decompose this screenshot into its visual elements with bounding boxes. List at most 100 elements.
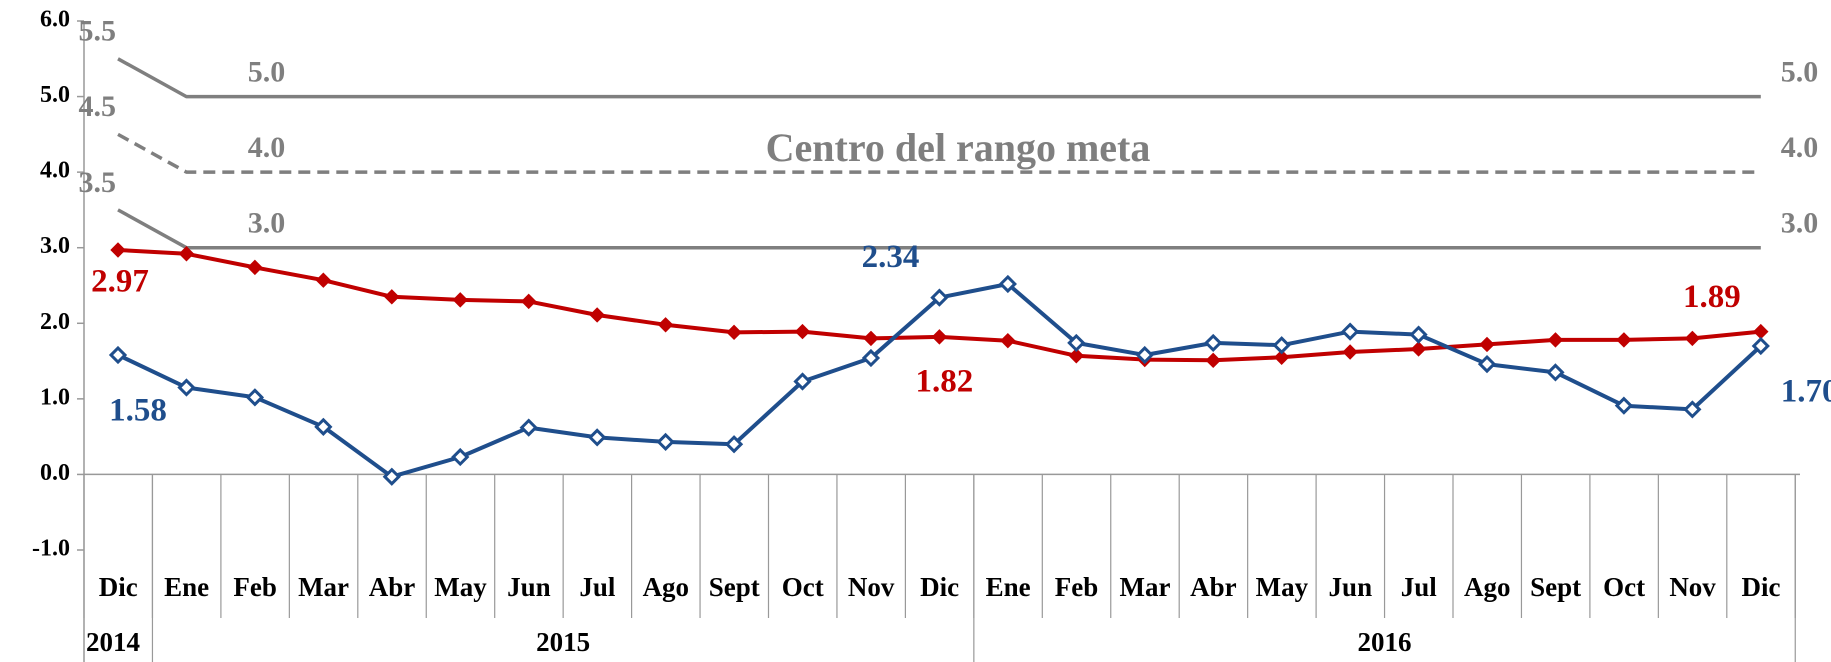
point-marker [178, 246, 195, 262]
x-tick-label: Feb [1055, 572, 1099, 602]
x-tick-label: Jul [579, 572, 616, 602]
point-marker [1342, 344, 1358, 360]
point-marker [1340, 322, 1360, 341]
series-line [117, 208, 1761, 250]
x-tick-label: Oct [782, 572, 824, 602]
x-tick-label: Nov [1669, 572, 1716, 602]
x-tick-label: Ene [164, 572, 209, 602]
group-label: 2014 [86, 627, 140, 657]
y-tick-label: 0.0 [40, 460, 70, 486]
data-label: 5.5 [79, 15, 117, 48]
x-tick-label: Ene [986, 572, 1031, 602]
x-tick-label: Ago [1464, 572, 1511, 602]
point-marker [657, 317, 674, 333]
point-marker [382, 467, 401, 486]
point-marker [247, 259, 263, 276]
point-marker [930, 288, 949, 307]
annotation: Centro del rango meta [766, 125, 1151, 170]
x-tick-label: Dic [920, 572, 959, 602]
y-tick-label: -1.0 [32, 536, 70, 562]
point-marker [1751, 336, 1770, 356]
point-marker [863, 330, 879, 347]
data-label: 1.58 [109, 393, 167, 429]
x-tick-label: Mar [298, 572, 349, 602]
group-label: 2015 [536, 627, 590, 657]
point-marker [1753, 323, 1769, 340]
point-marker [1546, 363, 1565, 382]
point-marker [177, 378, 196, 397]
data-label: 3.5 [79, 166, 117, 199]
point-marker [931, 329, 948, 345]
x-tick-label: Ago [643, 572, 690, 602]
point-marker [384, 289, 400, 305]
point-marker [1272, 336, 1291, 355]
x-tick-label: Jun [507, 572, 551, 602]
series-line [117, 57, 1761, 99]
point-marker [1614, 396, 1634, 415]
x-tick-label: Mar [1119, 572, 1170, 602]
x-tick-label: Feb [233, 572, 277, 602]
point-marker [726, 324, 742, 341]
x-tick-label: Jun [1329, 572, 1373, 602]
point-marker [1547, 332, 1564, 348]
point-marker [1477, 354, 1497, 374]
data-label: 1.70 [1781, 374, 1831, 410]
x-tick-label: Nov [848, 572, 895, 602]
point-marker [108, 345, 128, 365]
point-marker [1068, 348, 1085, 364]
point-marker [520, 293, 537, 310]
point-marker [452, 292, 468, 308]
x-tick-label: Dic [1742, 572, 1781, 602]
point-marker [794, 323, 811, 340]
series-line [117, 132, 1761, 174]
point-marker [1204, 333, 1223, 353]
point-marker [1683, 400, 1702, 419]
x-tick-label: Sept [709, 572, 760, 602]
x-tick-label: Oct [1603, 572, 1645, 602]
point-marker [793, 372, 812, 391]
x-tick-label: May [1256, 572, 1309, 602]
data-label: 4.0 [1781, 131, 1819, 164]
point-marker [1410, 341, 1427, 357]
data-label: 4.5 [79, 90, 117, 123]
data-label: 5.0 [248, 55, 286, 88]
point-marker [861, 348, 881, 368]
point-marker [589, 307, 605, 323]
data-label: 5.0 [1781, 55, 1819, 88]
data-label: 3.0 [1781, 207, 1819, 240]
y-tick-label: 3.0 [40, 233, 70, 259]
point-marker [724, 435, 744, 454]
y-tick-label: 1.0 [40, 384, 70, 410]
point-marker [1479, 336, 1495, 353]
x-tick-label: Abr [1190, 572, 1237, 602]
x-tick-label: Abr [369, 572, 416, 602]
point-marker [998, 274, 1017, 294]
x-tick-label: Jul [1401, 572, 1438, 602]
point-marker [314, 417, 333, 436]
point-marker [1135, 345, 1154, 365]
point-marker [588, 428, 607, 447]
point-marker [1273, 349, 1290, 366]
x-tick-label: Sept [1530, 572, 1581, 602]
data-label: 2.97 [91, 264, 149, 300]
point-marker [1616, 332, 1632, 348]
point-marker [1000, 332, 1016, 349]
point-marker [1409, 325, 1428, 344]
point-marker [315, 272, 332, 288]
y-tick-label: 4.0 [40, 158, 70, 184]
data-label: 1.89 [1683, 279, 1741, 315]
data-label: 4.0 [248, 131, 286, 164]
y-tick-label: 6.0 [40, 7, 70, 33]
point-marker [656, 432, 675, 452]
x-tick-label: Dic [99, 572, 138, 602]
x-tick-label: May [434, 572, 487, 602]
point-marker [1684, 330, 1701, 347]
point-marker [110, 242, 126, 258]
point-marker [451, 447, 470, 467]
data-label: 3.0 [248, 207, 286, 240]
point-marker [1067, 333, 1086, 353]
data-label: 2.34 [862, 239, 920, 275]
point-marker [245, 388, 265, 407]
group-label: 2016 [1358, 627, 1412, 657]
